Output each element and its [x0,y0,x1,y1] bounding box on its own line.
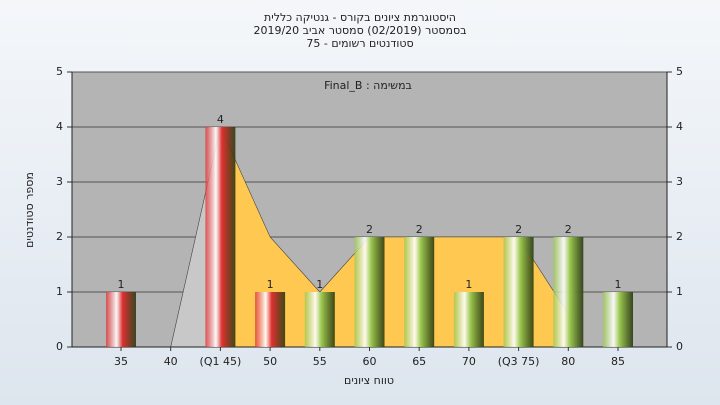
x-tick-label: 70 [462,355,476,368]
y-tick-label: 3 [56,175,63,188]
value-label: 2 [515,223,522,236]
y2-tick-label: 3 [676,175,683,188]
y-tick-label: 4 [56,120,63,133]
annotation: Final_B : במשימה [324,79,412,92]
bar [453,292,484,347]
value-label: 2 [565,223,572,236]
x-tick-label: (Q1 45) [200,355,242,368]
x-tick-label: (Q3 75) [498,355,540,368]
y2-tick-label: 0 [676,340,683,353]
value-label: 1 [615,278,622,291]
x-axis-label: טווח ציונים [344,374,394,387]
bar [304,292,335,347]
value-label: 2 [366,223,373,236]
bar [205,127,236,347]
bar [255,292,286,347]
value-label: 1 [118,278,125,291]
bar [503,237,534,347]
bar [404,237,435,347]
bar [553,237,584,347]
chart-title: בסמסטר (02/2019) סמסטר אביב 2019/20 [253,24,466,37]
x-tick-label: 40 [164,355,178,368]
value-label: 2 [416,223,423,236]
value-label: 4 [217,113,224,126]
x-tick-label: 55 [313,355,327,368]
y-tick-label: 2 [56,230,63,243]
y-tick-label: 5 [56,65,63,78]
chart-title: היסטוגרמת ציונים בקורס - גנטיקה כללית [264,11,456,24]
x-tick-label: 35 [114,355,128,368]
bar [106,292,136,347]
x-tick-label: 60 [363,355,377,368]
chart-title: סטודנטים רשומים - 75 [306,37,413,50]
y2-tick-label: 2 [676,230,683,243]
y2-tick-label: 4 [676,120,683,133]
y-tick-label: 0 [56,340,63,353]
y-axis-label: מספר סטודנטים [23,172,36,248]
y2-tick-label: 1 [676,285,683,298]
y2-tick-label: 5 [676,65,683,78]
x-tick-label: 50 [263,355,277,368]
bar [354,237,385,347]
x-tick-label: 80 [561,355,575,368]
value-label: 1 [316,278,323,291]
x-tick-label: 85 [611,355,625,368]
value-label: 1 [465,278,472,291]
value-label: 1 [267,278,274,291]
x-tick-label: 65 [412,355,426,368]
bar [603,292,633,347]
y-tick-label: 1 [56,285,63,298]
